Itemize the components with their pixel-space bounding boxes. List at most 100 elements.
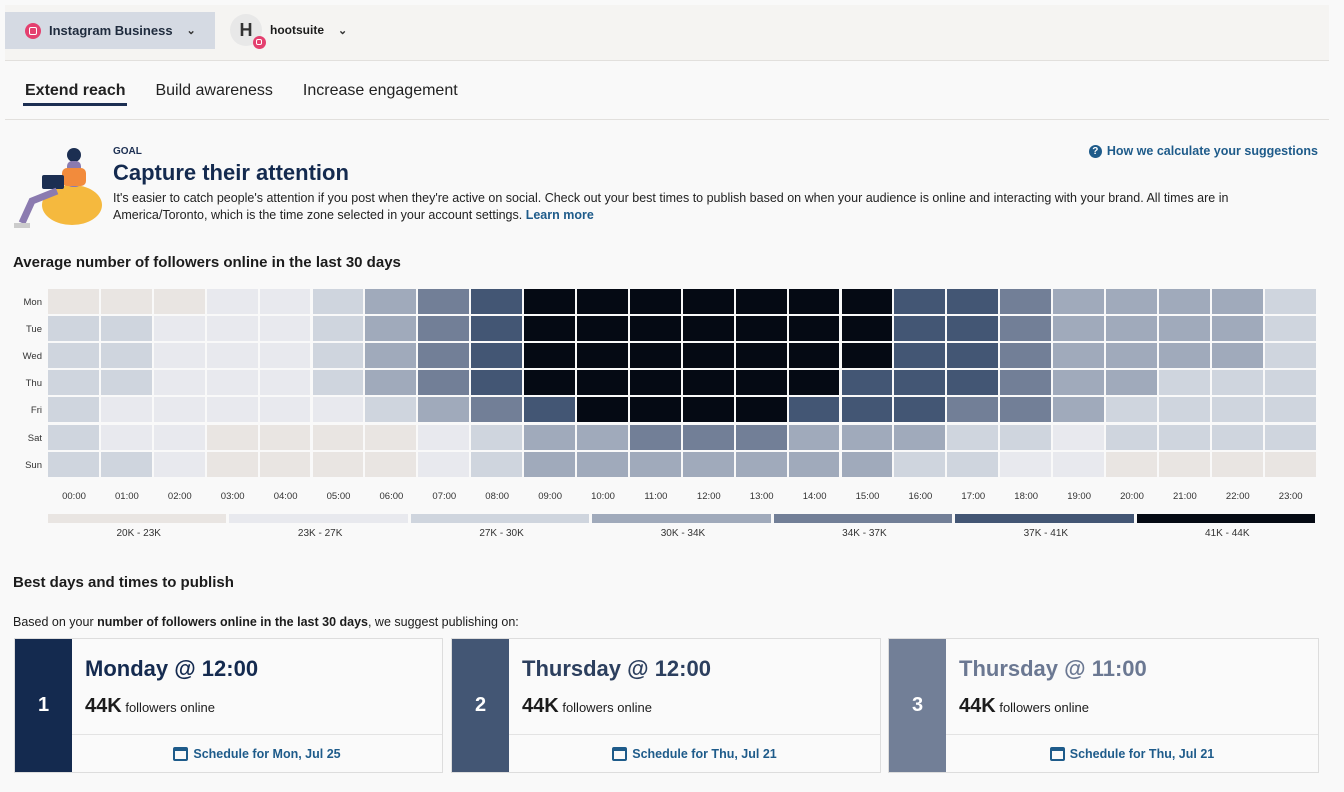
heatmap-cell-tue-05:00[interactable]	[312, 316, 364, 342]
heatmap-cell-sun-23:00[interactable]	[1264, 451, 1316, 477]
heatmap-cell-sat-13:00[interactable]	[735, 424, 787, 450]
heatmap-cell-thu-16:00[interactable]	[894, 370, 946, 396]
heatmap-cell-mon-16:00[interactable]	[894, 289, 946, 314]
heatmap-cell-tue-07:00[interactable]	[418, 316, 470, 342]
heatmap-cell-thu-03:00[interactable]	[206, 370, 258, 396]
heatmap-cell-thu-00:00[interactable]	[48, 370, 99, 396]
schedule-button[interactable]: Schedule for Thu, Jul 21	[946, 734, 1318, 772]
heatmap-cell-tue-23:00[interactable]	[1264, 316, 1316, 342]
heatmap-cell-thu-13:00[interactable]	[735, 370, 787, 396]
heatmap-cell-sat-01:00[interactable]	[100, 424, 152, 450]
heatmap-cell-wed-03:00[interactable]	[206, 343, 258, 369]
heatmap-cell-sun-06:00[interactable]	[365, 451, 417, 477]
heatmap-cell-tue-16:00[interactable]	[894, 316, 946, 342]
heatmap-cell-sun-19:00[interactable]	[1053, 451, 1104, 477]
heatmap-cell-fri-12:00[interactable]	[682, 397, 734, 423]
heatmap-cell-tue-04:00[interactable]	[259, 316, 311, 342]
heatmap-cell-mon-05:00[interactable]	[312, 289, 364, 314]
heatmap-cell-tue-08:00[interactable]	[471, 316, 523, 342]
heatmap-cell-mon-20:00[interactable]	[1106, 289, 1157, 314]
heatmap-cell-tue-00:00[interactable]	[48, 316, 99, 342]
heatmap-cell-tue-12:00[interactable]	[682, 316, 734, 342]
heatmap-cell-wed-10:00[interactable]	[577, 343, 628, 369]
heatmap-cell-thu-22:00[interactable]	[1211, 370, 1263, 396]
heatmap-cell-fri-02:00[interactable]	[153, 397, 205, 423]
heatmap-cell-sat-11:00[interactable]	[629, 424, 681, 450]
heatmap-cell-sat-23:00[interactable]	[1264, 424, 1316, 450]
heatmap-cell-mon-08:00[interactable]	[471, 289, 523, 314]
heatmap-cell-thu-04:00[interactable]	[259, 370, 311, 396]
heatmap-cell-thu-06:00[interactable]	[365, 370, 417, 396]
heatmap-cell-sat-02:00[interactable]	[153, 424, 205, 450]
heatmap-cell-mon-19:00[interactable]	[1053, 289, 1104, 314]
heatmap-cell-sat-14:00[interactable]	[788, 424, 840, 450]
heatmap-cell-sat-15:00[interactable]	[841, 424, 893, 450]
heatmap-cell-mon-12:00[interactable]	[682, 289, 734, 314]
heatmap-cell-sat-07:00[interactable]	[418, 424, 470, 450]
heatmap-cell-sun-11:00[interactable]	[629, 451, 681, 477]
heatmap-cell-sat-05:00[interactable]	[312, 424, 364, 450]
heatmap-cell-thu-10:00[interactable]	[577, 370, 628, 396]
heatmap-cell-wed-00:00[interactable]	[48, 343, 99, 369]
heatmap-cell-sun-14:00[interactable]	[788, 451, 840, 477]
heatmap-cell-mon-01:00[interactable]	[100, 289, 152, 314]
heatmap-cell-sat-04:00[interactable]	[259, 424, 311, 450]
heatmap-cell-tue-17:00[interactable]	[947, 316, 999, 342]
heatmap-cell-tue-19:00[interactable]	[1053, 316, 1104, 342]
heatmap-cell-wed-16:00[interactable]	[894, 343, 946, 369]
heatmap-cell-wed-05:00[interactable]	[312, 343, 364, 369]
heatmap-cell-sat-19:00[interactable]	[1053, 424, 1104, 450]
heatmap-cell-tue-03:00[interactable]	[206, 316, 258, 342]
heatmap-cell-sat-22:00[interactable]	[1211, 424, 1263, 450]
heatmap-cell-fri-06:00[interactable]	[365, 397, 417, 423]
heatmap-cell-thu-21:00[interactable]	[1158, 370, 1210, 396]
heatmap-cell-fri-04:00[interactable]	[259, 397, 311, 423]
heatmap-cell-tue-15:00[interactable]	[841, 316, 893, 342]
heatmap-cell-wed-17:00[interactable]	[947, 343, 999, 369]
heatmap-cell-mon-11:00[interactable]	[629, 289, 681, 314]
heatmap-cell-thu-19:00[interactable]	[1053, 370, 1104, 396]
heatmap-cell-wed-06:00[interactable]	[365, 343, 417, 369]
heatmap-cell-tue-14:00[interactable]	[788, 316, 840, 342]
heatmap-cell-sun-05:00[interactable]	[312, 451, 364, 477]
heatmap-cell-sat-20:00[interactable]	[1106, 424, 1157, 450]
heatmap-cell-wed-13:00[interactable]	[735, 343, 787, 369]
heatmap-cell-fri-00:00[interactable]	[48, 397, 99, 423]
heatmap-cell-tue-09:00[interactable]	[524, 316, 575, 342]
heatmap-cell-mon-22:00[interactable]	[1211, 289, 1263, 314]
heatmap-cell-sun-15:00[interactable]	[841, 451, 893, 477]
heatmap-cell-wed-11:00[interactable]	[629, 343, 681, 369]
heatmap-cell-sat-09:00[interactable]	[524, 424, 575, 450]
heatmap-cell-tue-02:00[interactable]	[153, 316, 205, 342]
learn-more-link[interactable]: Learn more	[525, 208, 594, 222]
heatmap-cell-sun-18:00[interactable]	[1000, 451, 1052, 477]
heatmap-cell-tue-11:00[interactable]	[629, 316, 681, 342]
heatmap-cell-fri-09:00[interactable]	[524, 397, 575, 423]
heatmap-cell-thu-14:00[interactable]	[788, 370, 840, 396]
heatmap-cell-sun-08:00[interactable]	[471, 451, 523, 477]
heatmap-cell-thu-02:00[interactable]	[153, 370, 205, 396]
tab-increase-engagement[interactable]: Increase engagement	[302, 81, 458, 99]
tab-build-awareness[interactable]: Build awareness	[155, 81, 273, 99]
heatmap-cell-wed-22:00[interactable]	[1211, 343, 1263, 369]
heatmap-cell-mon-02:00[interactable]	[153, 289, 205, 314]
heatmap-cell-tue-01:00[interactable]	[100, 316, 152, 342]
heatmap-cell-sun-20:00[interactable]	[1106, 451, 1157, 477]
heatmap-cell-thu-20:00[interactable]	[1106, 370, 1157, 396]
heatmap-cell-thu-01:00[interactable]	[100, 370, 152, 396]
heatmap-cell-fri-11:00[interactable]	[629, 397, 681, 423]
heatmap-cell-sat-21:00[interactable]	[1158, 424, 1210, 450]
heatmap-cell-wed-20:00[interactable]	[1106, 343, 1157, 369]
heatmap-cell-mon-13:00[interactable]	[735, 289, 787, 314]
heatmap-cell-wed-23:00[interactable]	[1264, 343, 1316, 369]
heatmap-cell-sat-00:00[interactable]	[48, 424, 99, 450]
heatmap-cell-thu-15:00[interactable]	[841, 370, 893, 396]
heatmap-cell-sun-12:00[interactable]	[682, 451, 734, 477]
heatmap-cell-mon-18:00[interactable]	[1000, 289, 1052, 314]
heatmap-cell-sat-18:00[interactable]	[1000, 424, 1052, 450]
heatmap-cell-sun-00:00[interactable]	[48, 451, 99, 477]
heatmap-cell-wed-01:00[interactable]	[100, 343, 152, 369]
heatmap-cell-fri-10:00[interactable]	[577, 397, 628, 423]
heatmap-cell-thu-12:00[interactable]	[682, 370, 734, 396]
schedule-button[interactable]: Schedule for Thu, Jul 21	[509, 734, 880, 772]
